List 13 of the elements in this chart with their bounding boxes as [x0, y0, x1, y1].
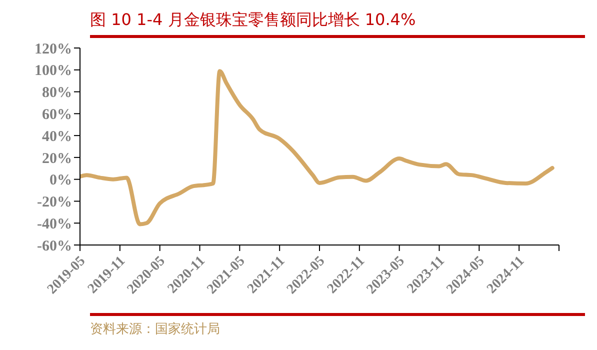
text: 资料来源：国家统计局 [90, 321, 220, 338]
y-tick-label: 120% [34, 41, 72, 58]
y-tick-label: -60% [37, 238, 72, 254]
y-tick-label: 0% [50, 172, 72, 189]
y-tick-label: 40% [42, 128, 72, 145]
y-tick-label: -20% [37, 194, 72, 211]
chart-title: 图 10 1-4 月金银珠宝零售额同比增长 10.4% [90, 10, 416, 31]
y-tick-label: 80% [42, 85, 72, 102]
y-tick-label: 60% [42, 106, 72, 123]
y-tick-label: 100% [34, 63, 72, 80]
y-tick-label: -40% [37, 216, 72, 232]
line-series [80, 69, 554, 226]
y-tick-label: 20% [42, 150, 72, 167]
